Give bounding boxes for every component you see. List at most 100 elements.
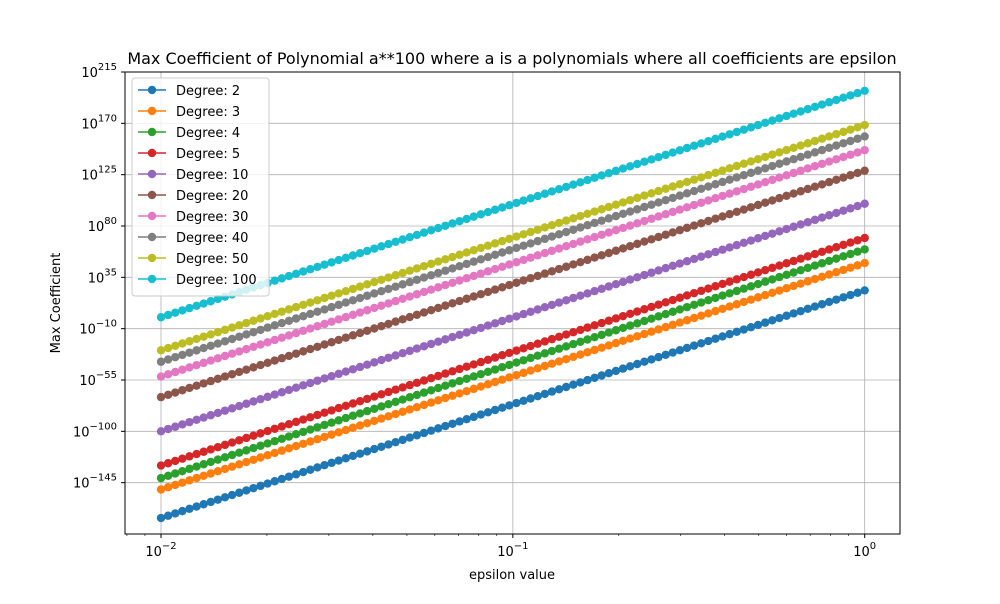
data-point bbox=[576, 291, 585, 300]
data-point bbox=[348, 451, 358, 461]
data-point bbox=[192, 473, 201, 483]
data-point bbox=[746, 270, 756, 279]
data-point bbox=[569, 239, 578, 249]
data-point bbox=[469, 360, 478, 369]
data-point bbox=[178, 386, 187, 395]
data-point bbox=[412, 230, 422, 240]
data-point bbox=[725, 209, 734, 219]
data-point bbox=[704, 136, 713, 146]
series-degree-3 bbox=[156, 258, 869, 494]
data-point bbox=[583, 255, 592, 265]
data-point bbox=[185, 337, 194, 346]
data-point bbox=[640, 202, 649, 212]
data-point bbox=[377, 275, 386, 284]
data-point bbox=[306, 465, 315, 474]
data-point bbox=[860, 199, 869, 208]
data-point bbox=[760, 118, 770, 128]
data-point bbox=[462, 274, 471, 283]
data-point bbox=[483, 355, 493, 365]
data-point bbox=[249, 483, 258, 493]
data-point bbox=[746, 203, 756, 212]
data-point bbox=[355, 328, 365, 338]
data-point bbox=[419, 428, 429, 438]
data-point bbox=[590, 332, 599, 342]
legend-item: Degree: 20 bbox=[138, 189, 248, 204]
data-point bbox=[505, 401, 514, 410]
data-point bbox=[441, 280, 450, 290]
data-point bbox=[590, 207, 599, 216]
data-point bbox=[739, 325, 749, 334]
data-point bbox=[291, 314, 301, 323]
data-point bbox=[362, 360, 372, 369]
data-point bbox=[775, 227, 784, 236]
data-point bbox=[398, 235, 407, 244]
y-tick-label: 1080 bbox=[88, 216, 117, 235]
data-point bbox=[483, 207, 493, 217]
data-point bbox=[377, 287, 386, 296]
data-point bbox=[412, 264, 422, 273]
data-point bbox=[647, 235, 656, 244]
data-point bbox=[711, 193, 720, 203]
data-point bbox=[263, 323, 272, 332]
data-point bbox=[306, 265, 315, 274]
data-point bbox=[192, 462, 201, 471]
data-point bbox=[718, 245, 727, 254]
data-point bbox=[576, 237, 585, 246]
data-point bbox=[824, 270, 834, 279]
data-point bbox=[469, 292, 478, 301]
data-point bbox=[313, 434, 322, 444]
data-point bbox=[611, 166, 621, 176]
data-point bbox=[810, 148, 820, 157]
data-point bbox=[618, 364, 628, 373]
data-point bbox=[682, 203, 692, 212]
data-point bbox=[682, 302, 692, 312]
data-point bbox=[476, 243, 486, 253]
data-point bbox=[604, 228, 614, 237]
data-point bbox=[192, 301, 201, 311]
data-point bbox=[654, 312, 663, 321]
data-point bbox=[597, 251, 606, 260]
data-point bbox=[490, 239, 500, 248]
data-point bbox=[725, 243, 734, 252]
data-point bbox=[853, 288, 862, 297]
data-point bbox=[298, 427, 308, 437]
data-point bbox=[341, 298, 351, 307]
data-point bbox=[206, 330, 215, 339]
x-tick-label: 10−2 bbox=[145, 541, 176, 560]
data-point bbox=[540, 337, 550, 346]
data-point bbox=[789, 281, 798, 291]
data-point bbox=[362, 406, 372, 416]
data-point bbox=[633, 239, 642, 249]
data-point bbox=[661, 195, 670, 205]
data-point bbox=[469, 412, 478, 422]
data-point bbox=[242, 344, 251, 354]
data-point bbox=[306, 309, 315, 319]
data-point bbox=[583, 335, 592, 344]
data-point bbox=[291, 269, 301, 278]
data-point bbox=[156, 372, 166, 381]
data-point bbox=[220, 406, 230, 415]
data-point bbox=[327, 302, 336, 312]
data-point bbox=[824, 245, 834, 254]
data-point bbox=[434, 283, 443, 292]
data-point bbox=[227, 323, 237, 332]
data-point bbox=[625, 195, 635, 205]
data-point bbox=[668, 228, 677, 237]
data-point bbox=[554, 298, 564, 307]
data-point bbox=[732, 300, 741, 309]
data-point bbox=[760, 177, 770, 187]
legend-item: Degree: 50 bbox=[138, 252, 248, 267]
data-point bbox=[171, 341, 180, 350]
data-point bbox=[533, 225, 542, 234]
data-point bbox=[412, 290, 422, 299]
data-point bbox=[533, 251, 542, 260]
data-point bbox=[320, 420, 329, 430]
data-point bbox=[398, 395, 407, 404]
data-point bbox=[796, 265, 805, 275]
data-point bbox=[753, 120, 763, 130]
data-point bbox=[391, 397, 400, 407]
data-point bbox=[810, 215, 820, 225]
data-point bbox=[256, 453, 265, 462]
data-point bbox=[803, 184, 813, 194]
data-point bbox=[846, 125, 855, 134]
